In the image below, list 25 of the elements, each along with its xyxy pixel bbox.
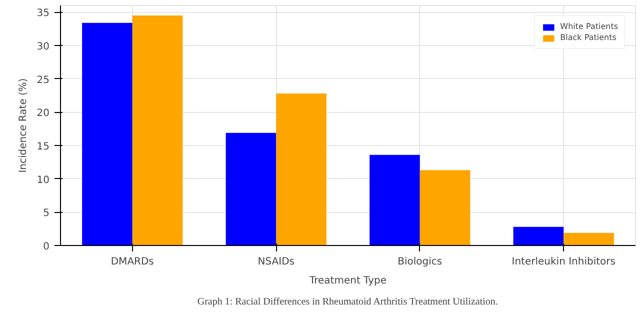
bar xyxy=(226,132,276,246)
x-tick-label: NSAIDs xyxy=(258,256,294,268)
y-tick-label: 0 xyxy=(43,242,50,252)
x-tick-label: Biologics xyxy=(398,256,442,268)
x-axis-title: Treatment Type xyxy=(308,276,387,286)
legend-label: White Patients xyxy=(560,22,618,31)
bar xyxy=(132,16,183,246)
y-axis-title: Incidence Rate (%) xyxy=(18,78,29,173)
y-tick-label: 20 xyxy=(36,108,50,120)
x-tick-label: DMARDs xyxy=(110,256,154,268)
legend-label: Black Patients xyxy=(560,33,616,42)
y-tick-label: 35 xyxy=(36,8,50,20)
y-tick-label: 30 xyxy=(36,42,50,52)
x-tick-label: Interleukin Inhibitors xyxy=(512,256,616,268)
bar xyxy=(513,226,564,246)
y-tick-label: 25 xyxy=(36,74,50,86)
bar xyxy=(370,154,420,246)
bar xyxy=(82,22,132,246)
bar xyxy=(276,94,326,246)
caption: Graph 1: Racial Differences in Rheumatoid Arthritis Treatment Utilization. xyxy=(197,296,498,308)
y-tick-label: 15 xyxy=(36,142,50,152)
bar xyxy=(420,170,470,246)
bar xyxy=(564,232,614,246)
y-tick-label: 10 xyxy=(36,174,50,186)
y-tick-label: 5 xyxy=(43,208,50,220)
